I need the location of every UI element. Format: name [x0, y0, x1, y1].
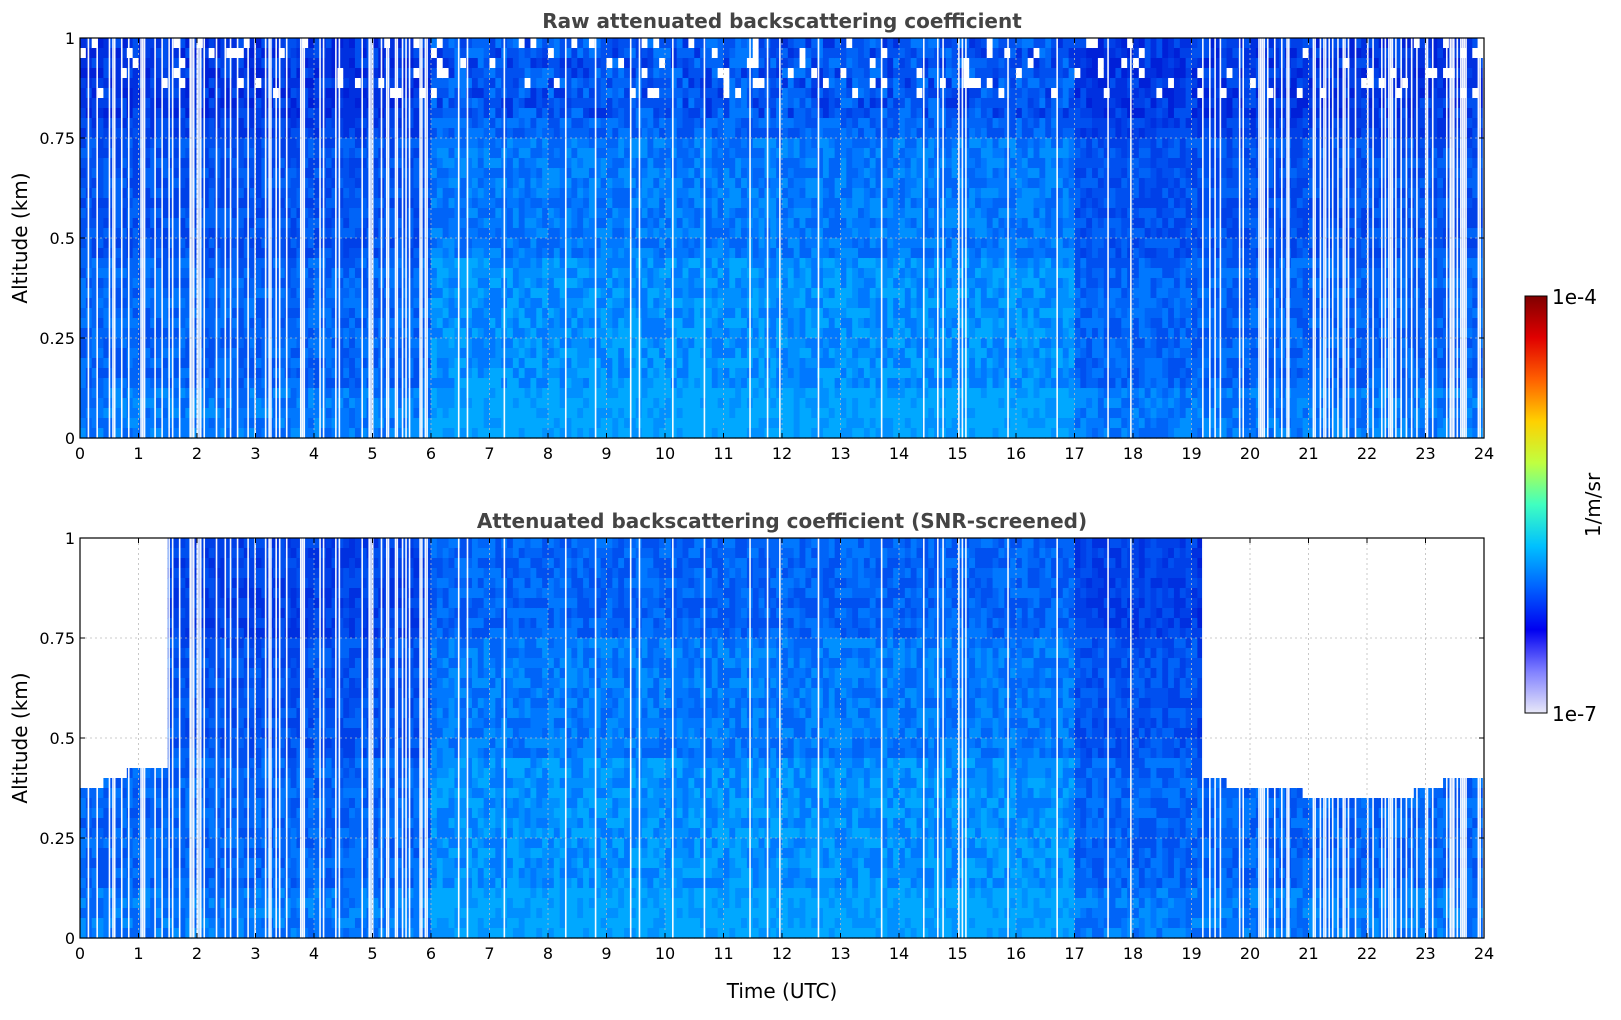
x-tick-label: 16	[1006, 444, 1026, 463]
y-axis-ticks: 0 0.25 0.5 0.75 1	[39, 29, 1484, 448]
x-axis-ticks: 0 1 2 3 4 5 6 7 8 9 10 11 12 13 14 15 16 17 18 19 20 21 22 23 24	[75, 38, 1494, 463]
x-tick-label: 20	[1240, 444, 1260, 463]
x-tick-label: 0	[75, 444, 85, 463]
panel-title: Attenuated backscattering coefficient (S…	[477, 509, 1087, 533]
x-tick-label: 22	[1357, 944, 1377, 963]
x-tick-label: 16	[1006, 944, 1026, 963]
y-tick-label: 0.75	[39, 629, 75, 648]
x-tick-label: 8	[543, 944, 553, 963]
x-tick-label: 11	[713, 944, 733, 963]
x-tick-label: 2	[192, 444, 202, 463]
x-tick-label: 20	[1240, 944, 1260, 963]
x-axis-ticks: 0 1 2 3 4 5 6 7 8 9 10 11 12 13 14 15 16 17 18 19 20 21 22 23 24	[75, 538, 1494, 963]
y-tick-label: 0.5	[50, 729, 75, 748]
x-tick-label: 4	[309, 444, 319, 463]
x-tick-label: 9	[601, 444, 611, 463]
x-tick-label: 17	[1064, 444, 1084, 463]
x-tick-label: 8	[543, 444, 553, 463]
heatmap-image	[80, 38, 1485, 439]
x-tick-label: 18	[1123, 444, 1143, 463]
colorbar-min-label: 1e-7	[1552, 702, 1597, 726]
y-axis-label: Altitude (km)	[8, 672, 32, 803]
y-tick-label: 1	[65, 29, 75, 48]
x-tick-label: 15	[947, 444, 967, 463]
grid-lines	[80, 538, 1484, 938]
y-tick-label: 0	[65, 429, 75, 448]
colorbar-gradient	[1524, 295, 1548, 714]
x-tick-label: 11	[713, 444, 733, 463]
heatmap-image	[80, 538, 1485, 939]
x-tick-label: 12	[772, 944, 792, 963]
x-tick-label: 10	[655, 944, 675, 963]
x-tick-label: 18	[1123, 944, 1143, 963]
x-tick-label: 15	[947, 944, 967, 963]
x-tick-label: 7	[484, 444, 494, 463]
x-tick-label: 9	[601, 944, 611, 963]
x-tick-label: 7	[484, 944, 494, 963]
x-tick-label: 21	[1298, 444, 1318, 463]
x-tick-label: 10	[655, 444, 675, 463]
x-tick-label: 13	[830, 444, 850, 463]
x-tick-label: 23	[1415, 444, 1435, 463]
x-tick-label: 12	[772, 444, 792, 463]
x-tick-label: 22	[1357, 444, 1377, 463]
raw-backscatter-panel: Raw attenuated backscattering coefficien…	[8, 9, 1494, 463]
x-tick-label: 1	[133, 444, 143, 463]
colorbar-unit-label: 1/m/sr	[1581, 472, 1605, 537]
x-tick-label: 5	[367, 944, 377, 963]
grid-lines	[80, 38, 1484, 438]
x-tick-label: 2	[192, 944, 202, 963]
x-tick-label: 24	[1474, 944, 1494, 963]
x-tick-label: 3	[250, 944, 260, 963]
y-tick-label: 0.25	[39, 829, 75, 848]
y-axis-ticks: 0 0.25 0.5 0.75 1	[39, 529, 1484, 948]
x-tick-label: 13	[830, 944, 850, 963]
x-tick-label: 6	[426, 444, 436, 463]
x-tick-label: 14	[889, 944, 909, 963]
colorbar-max-label: 1e-4	[1552, 285, 1597, 309]
y-tick-label: 0	[65, 929, 75, 948]
panel-title: Raw attenuated backscattering coefficien…	[542, 9, 1022, 33]
y-tick-label: 0.25	[39, 329, 75, 348]
colorbar: 1e-4 1e-7 1/m/sr	[1524, 285, 1605, 726]
y-tick-label: 0.5	[50, 229, 75, 248]
x-axis-label: Time (UTC)	[726, 979, 838, 1003]
x-tick-label: 0	[75, 944, 85, 963]
y-tick-label: 1	[65, 529, 75, 548]
y-tick-label: 0.75	[39, 129, 75, 148]
x-tick-label: 17	[1064, 944, 1084, 963]
x-tick-label: 6	[426, 944, 436, 963]
x-tick-label: 19	[1181, 944, 1201, 963]
x-tick-label: 5	[367, 444, 377, 463]
x-tick-label: 3	[250, 444, 260, 463]
screened-backscatter-panel: Attenuated backscattering coefficient (S…	[8, 509, 1494, 1003]
x-tick-label: 19	[1181, 444, 1201, 463]
y-axis-label: Altitude (km)	[8, 172, 32, 303]
x-tick-label: 4	[309, 944, 319, 963]
x-tick-label: 14	[889, 444, 909, 463]
x-tick-label: 24	[1474, 444, 1494, 463]
x-tick-label: 23	[1415, 944, 1435, 963]
x-tick-label: 21	[1298, 944, 1318, 963]
x-tick-label: 1	[133, 944, 143, 963]
